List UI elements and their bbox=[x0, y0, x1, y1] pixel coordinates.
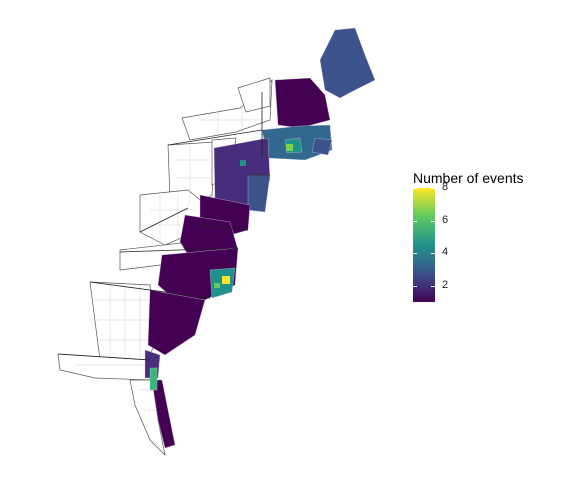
legend-tick-mark bbox=[413, 188, 417, 189]
region-nj bbox=[247, 174, 271, 213]
region-sc bbox=[147, 289, 206, 356]
legend-tick-label: 8 bbox=[442, 181, 449, 193]
legend-colorbar bbox=[413, 188, 435, 302]
legend-title: Number of events bbox=[413, 170, 524, 186]
hotspot-nc bbox=[222, 276, 230, 284]
region-ma-cape bbox=[311, 137, 333, 156]
hotspot-ct bbox=[286, 144, 293, 151]
legend-tick-mark bbox=[431, 220, 435, 222]
legend-tick-mark bbox=[413, 285, 417, 287]
legend-tick-label: 2 bbox=[442, 278, 449, 291]
legend-tick-mark bbox=[431, 188, 435, 189]
event-counties bbox=[144, 27, 376, 449]
state-borders bbox=[57, 92, 270, 361]
region-fl-mid bbox=[149, 367, 158, 391]
region-maine bbox=[319, 27, 376, 99]
legend-tick-mark bbox=[431, 253, 435, 255]
hotspot-nc2 bbox=[214, 283, 220, 288]
legend-tick-mark bbox=[413, 220, 417, 222]
hotspot-pa bbox=[240, 160, 246, 166]
legend-tick-mark bbox=[431, 285, 435, 287]
legend-tick-label: 6 bbox=[442, 213, 449, 226]
hotspots bbox=[214, 144, 293, 288]
region-fl-east bbox=[151, 379, 176, 449]
legend-tick-mark bbox=[413, 253, 417, 255]
legend-tick-label: 4 bbox=[442, 246, 449, 259]
region-vermont-nh bbox=[274, 77, 331, 129]
